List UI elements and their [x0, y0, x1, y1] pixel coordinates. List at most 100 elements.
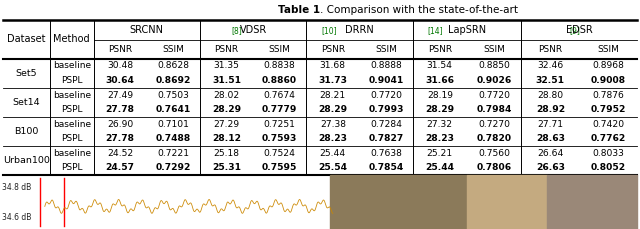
- Text: . Comparison with the state-of-the-art: . Comparison with the state-of-the-art: [320, 5, 518, 15]
- Text: 0.7270: 0.7270: [478, 120, 510, 129]
- Text: 0.7641: 0.7641: [156, 105, 191, 114]
- Text: 25.54: 25.54: [318, 164, 348, 172]
- Text: 0.7420: 0.7420: [592, 120, 624, 129]
- Text: 31.35: 31.35: [214, 61, 239, 71]
- Text: SSIM: SSIM: [269, 45, 291, 54]
- Text: 30.64: 30.64: [106, 76, 134, 85]
- Text: 30.48: 30.48: [107, 61, 133, 71]
- Text: 0.7638: 0.7638: [370, 149, 402, 158]
- Text: 27.78: 27.78: [106, 134, 134, 143]
- Text: 0.7806: 0.7806: [477, 164, 512, 172]
- Text: Set5: Set5: [16, 69, 37, 78]
- Text: 27.71: 27.71: [538, 120, 563, 129]
- Text: 24.57: 24.57: [106, 164, 134, 172]
- Text: 0.7827: 0.7827: [369, 134, 404, 143]
- Text: 26.64: 26.64: [537, 149, 563, 158]
- Text: PSNR: PSNR: [538, 45, 563, 54]
- Text: Method: Method: [53, 34, 90, 44]
- Text: 0.9041: 0.9041: [369, 76, 404, 85]
- Text: 0.7251: 0.7251: [264, 120, 296, 129]
- Text: SSIM: SSIM: [163, 45, 184, 54]
- Text: B100: B100: [14, 127, 39, 136]
- Text: 27.38: 27.38: [320, 120, 346, 129]
- Bar: [330, 175, 467, 229]
- Text: 0.8692: 0.8692: [156, 76, 191, 85]
- Text: 28.12: 28.12: [212, 134, 241, 143]
- Text: 27.29: 27.29: [213, 120, 239, 129]
- Text: PSNR: PSNR: [428, 45, 452, 54]
- Text: 28.23: 28.23: [426, 134, 454, 143]
- Text: DRRN: DRRN: [345, 25, 374, 35]
- Text: 0.7854: 0.7854: [369, 164, 404, 172]
- Text: 28.80: 28.80: [537, 91, 563, 100]
- Text: baseline: baseline: [52, 91, 91, 100]
- Text: SSIM: SSIM: [375, 45, 397, 54]
- Text: 0.7762: 0.7762: [590, 134, 625, 143]
- Text: 34.8 dB: 34.8 dB: [2, 183, 31, 191]
- Text: 0.7560: 0.7560: [478, 149, 510, 158]
- Text: 31.54: 31.54: [427, 61, 453, 71]
- Text: 0.7284: 0.7284: [370, 120, 402, 129]
- Text: 28.92: 28.92: [536, 105, 565, 114]
- Text: 0.8968: 0.8968: [592, 61, 624, 71]
- Text: 0.9026: 0.9026: [477, 76, 512, 85]
- Text: 27.32: 27.32: [427, 120, 453, 129]
- Text: 24.52: 24.52: [107, 149, 133, 158]
- Text: 27.78: 27.78: [106, 105, 134, 114]
- Text: 0.7720: 0.7720: [370, 91, 402, 100]
- Text: 28.23: 28.23: [318, 134, 348, 143]
- Text: SSIM: SSIM: [597, 45, 619, 54]
- Text: 0.7593: 0.7593: [262, 134, 298, 143]
- Text: Urban100: Urban100: [3, 156, 50, 165]
- Text: 0.7221: 0.7221: [157, 149, 189, 158]
- Text: 28.29: 28.29: [425, 105, 454, 114]
- Text: 25.44: 25.44: [426, 164, 454, 172]
- Text: SRCNN: SRCNN: [130, 25, 164, 35]
- Text: 32.46: 32.46: [537, 61, 563, 71]
- Text: 25.31: 25.31: [212, 164, 241, 172]
- Text: 25.44: 25.44: [320, 149, 346, 158]
- Text: LapSRN: LapSRN: [448, 25, 486, 35]
- Text: 25.21: 25.21: [427, 149, 453, 158]
- Text: 0.8860: 0.8860: [262, 76, 297, 85]
- Text: 0.7524: 0.7524: [264, 149, 296, 158]
- Text: 0.7503: 0.7503: [157, 91, 189, 100]
- Text: PSNR: PSNR: [214, 45, 239, 54]
- Text: [8]: [8]: [232, 26, 243, 35]
- Text: 0.8052: 0.8052: [591, 164, 625, 172]
- Text: PSPL: PSPL: [61, 76, 83, 85]
- Text: 28.21: 28.21: [320, 91, 346, 100]
- Text: PSPL: PSPL: [61, 164, 83, 172]
- Text: [9]: [9]: [569, 26, 580, 35]
- Text: 0.7488: 0.7488: [156, 134, 191, 143]
- Text: baseline: baseline: [52, 149, 91, 158]
- Text: 0.7674: 0.7674: [264, 91, 296, 100]
- Text: 0.7720: 0.7720: [478, 91, 510, 100]
- Bar: [547, 175, 637, 229]
- Text: 0.7779: 0.7779: [262, 105, 298, 114]
- Text: Table 1: Table 1: [278, 5, 320, 15]
- Text: 26.90: 26.90: [107, 120, 133, 129]
- Text: VDSR: VDSR: [239, 25, 267, 35]
- Text: 0.7101: 0.7101: [157, 120, 189, 129]
- Text: 31.73: 31.73: [318, 76, 348, 85]
- Text: Set14: Set14: [13, 98, 40, 107]
- Text: 0.7952: 0.7952: [590, 105, 626, 114]
- Text: 28.29: 28.29: [318, 105, 348, 114]
- Text: PSNR: PSNR: [321, 45, 345, 54]
- Text: [10]: [10]: [321, 26, 337, 35]
- Text: 0.7595: 0.7595: [262, 164, 298, 172]
- Text: 0.8888: 0.8888: [370, 61, 402, 71]
- Text: 32.51: 32.51: [536, 76, 565, 85]
- Text: Dataset: Dataset: [7, 34, 46, 44]
- Text: PSPL: PSPL: [61, 105, 83, 114]
- Text: 31.68: 31.68: [320, 61, 346, 71]
- Text: baseline: baseline: [52, 120, 91, 129]
- Text: 28.19: 28.19: [427, 91, 453, 100]
- Text: 0.8850: 0.8850: [478, 61, 510, 71]
- Text: 0.8628: 0.8628: [157, 61, 189, 71]
- Text: 31.51: 31.51: [212, 76, 241, 85]
- Text: 34.6 dB: 34.6 dB: [2, 213, 31, 222]
- Text: 28.29: 28.29: [212, 105, 241, 114]
- Text: baseline: baseline: [52, 61, 91, 71]
